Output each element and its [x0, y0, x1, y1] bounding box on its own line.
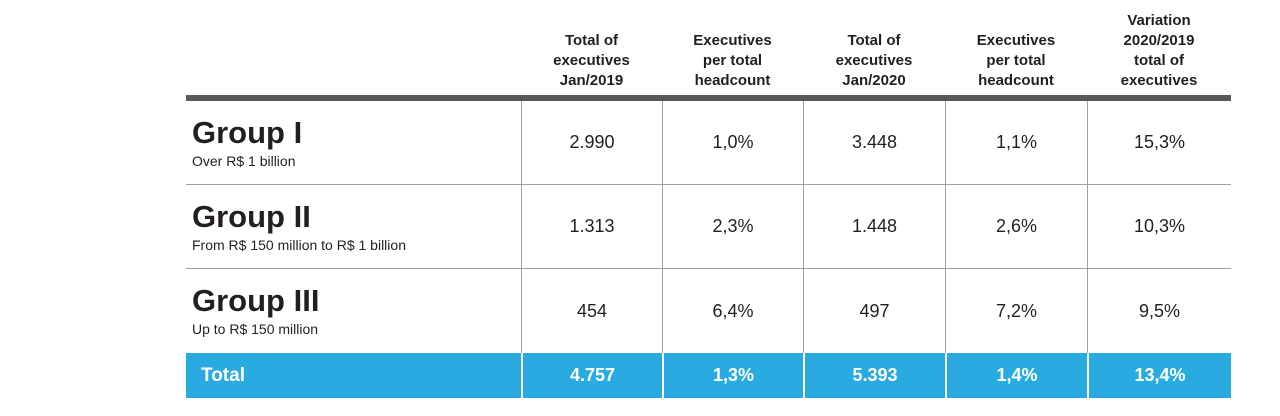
group-2-title: Group II: [192, 198, 311, 234]
total-label: Total: [186, 353, 521, 398]
column-header-executives-per-headcount-2019: Executives per total headcount: [693, 32, 772, 89]
table-row-total: Total 4.757 1,3% 5.393 1,4% 13,4%: [186, 353, 1231, 398]
total-total-2019: 4.757: [521, 353, 662, 398]
group-1-pct-2020: 1,1%: [945, 101, 1087, 184]
total-total-2020: 5.393: [803, 353, 945, 398]
table-row-group-3: Group III Up to R$ 150 million 454 6,4% …: [186, 269, 1231, 353]
group-1-description: Over R$ 1 billion: [192, 152, 296, 169]
column-header-total-executives-2019: Total of executives Jan/2019: [553, 32, 630, 89]
group-2-variation: 10,3%: [1087, 185, 1231, 268]
group-1-variation: 15,3%: [1087, 101, 1231, 184]
group-2-pct-2019: 2,3%: [662, 185, 803, 268]
column-header-executives-per-headcount-2020: Executives per total headcount: [976, 32, 1056, 89]
group-1-total-2020: 3.448: [803, 101, 945, 184]
table-header-row: Total of executives Jan/2019 Executives …: [186, 0, 1231, 95]
group-1-label-cell: Group I Over R$ 1 billion: [186, 101, 521, 184]
table-row-group-1: Group I Over R$ 1 billion 2.990 1,0% 3.4…: [186, 101, 1231, 185]
group-1-total-2019: 2.990: [521, 101, 662, 184]
group-2-total-2019: 1.313: [521, 185, 662, 268]
group-2-pct-2020: 2,6%: [945, 185, 1087, 268]
group-2-label-cell: Group II From R$ 150 million to R$ 1 bil…: [186, 185, 521, 268]
group-3-total-2020: 497: [803, 269, 945, 353]
column-header-variation: Variation 2020/2019 total of executives: [1120, 12, 1198, 89]
header-divider: [186, 95, 1231, 101]
group-3-total-2019: 454: [521, 269, 662, 353]
total-pct-2019: 1,3%: [662, 353, 803, 398]
group-3-pct-2019: 6,4%: [662, 269, 803, 353]
executives-table: Total of executives Jan/2019 Executives …: [186, 0, 1231, 398]
group-3-variation: 9,5%: [1087, 269, 1231, 353]
group-3-title: Group III: [192, 283, 320, 318]
group-3-label-cell: Group III Up to R$ 150 million: [186, 269, 521, 353]
table-row-group-2: Group II From R$ 150 million to R$ 1 bil…: [186, 185, 1231, 269]
total-variation: 13,4%: [1087, 353, 1231, 398]
header-spacer: [186, 91, 521, 95]
group-2-total-2020: 1.448: [803, 185, 945, 268]
group-1-pct-2019: 1,0%: [662, 101, 803, 184]
group-3-pct-2020: 7,2%: [945, 269, 1087, 353]
group-3-description: Up to R$ 150 million: [192, 321, 319, 337]
column-header-total-executives-2020: Total of executives Jan/2020: [835, 32, 913, 89]
group-2-description: From R$ 150 million to R$ 1 billion: [192, 236, 406, 253]
group-1-title: Group I: [192, 114, 303, 150]
total-pct-2020: 1,4%: [945, 353, 1087, 398]
